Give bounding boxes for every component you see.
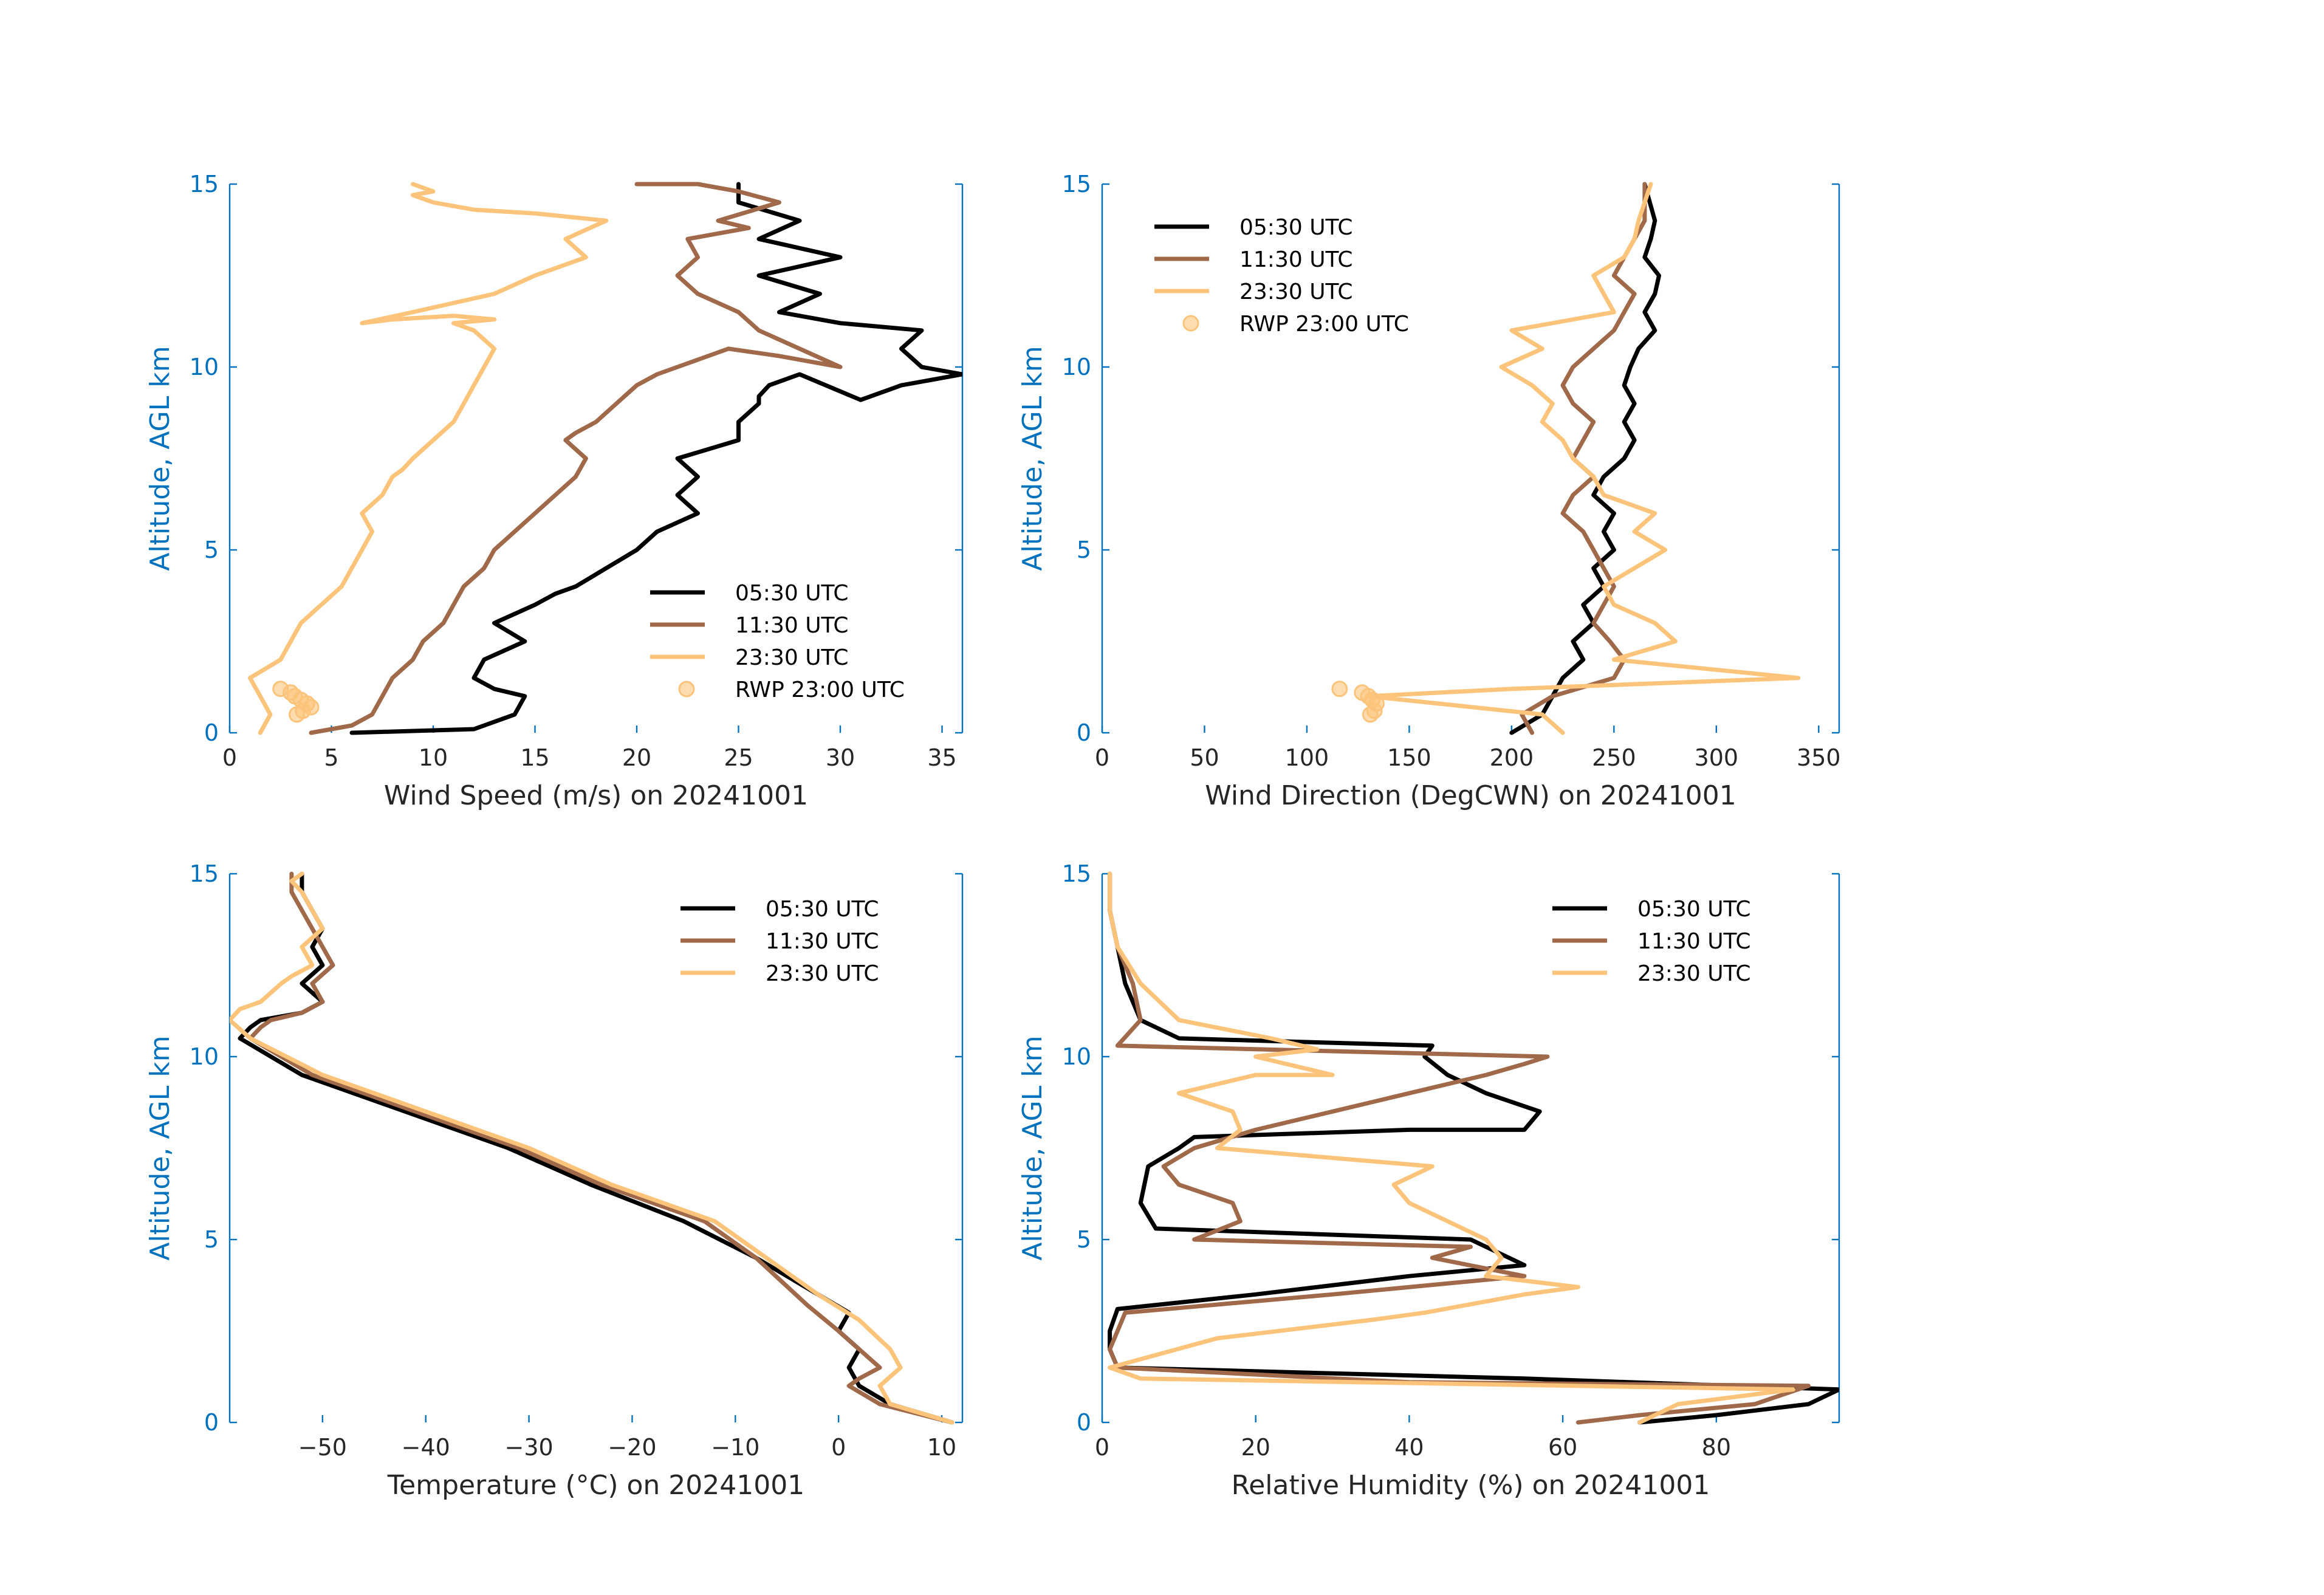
- x-tick-label: 40: [1394, 1434, 1424, 1461]
- legend-label: 11:30 UTC: [1637, 929, 1751, 954]
- y-axis-label: Altitude, AGL km: [145, 1035, 176, 1260]
- y-tick-label: 5: [1077, 1226, 1091, 1253]
- series-line-3: [230, 871, 955, 1425]
- chart-wind-speed: 0 5 10 15 0 5 10 15 20 25 30 35 Wind Speed (m/s) on …: [145, 171, 964, 811]
- legend-label: 05:30 UTC: [1637, 897, 1751, 922]
- x-tick-label: 250: [1592, 744, 1636, 771]
- series-line-3: [1108, 871, 1795, 1425]
- x-tick-label: 10: [927, 1434, 956, 1461]
- y-axis-label: Altitude, AGL km: [1017, 1035, 1048, 1260]
- legend: 05:30 UTC 11:30 UTC 23:30 UTC RWP 23:00 UTC: [650, 581, 905, 702]
- legend: 05:30 UTC 11:30 UTC 23:30 UTC: [680, 897, 879, 986]
- legend-label: RWP 23:00 UTC: [735, 677, 905, 702]
- x-tick-label: 25: [724, 744, 753, 771]
- series-line-2: [309, 182, 843, 735]
- y-tick-label: 5: [204, 1226, 219, 1253]
- y-tick-label: 10: [190, 354, 219, 380]
- x-tick-label: 20: [1241, 1434, 1270, 1461]
- legend-label: 11:30 UTC: [766, 929, 879, 954]
- x-tick-label: 35: [927, 744, 956, 771]
- y-tick-label: 15: [190, 860, 219, 887]
- x-tick-label: 0: [1095, 1434, 1109, 1461]
- y-tick-label: 10: [190, 1043, 219, 1070]
- legend-label: 05:30 UTC: [735, 581, 849, 606]
- rwp-point: [289, 706, 306, 723]
- legend-label: RWP 23:00 UTC: [1239, 312, 1409, 337]
- y-axis-label: Altitude, AGL km: [1017, 346, 1048, 571]
- y-tick-label: 0: [1077, 719, 1091, 746]
- series-line-3: [1366, 182, 1801, 735]
- legend-label: 23:30 UTC: [1239, 280, 1353, 304]
- x-tick-label: −20: [608, 1434, 656, 1461]
- x-tick-label: 15: [520, 744, 549, 771]
- x-tick-label: 80: [1702, 1434, 1731, 1461]
- x-tick-label: −40: [402, 1434, 450, 1461]
- y-tick-label: 15: [1062, 171, 1091, 197]
- chart-relative-humidity: 0 5 10 15 0 20 40 60 80 Relative Humidity (%) on …: [1017, 860, 1840, 1501]
- legend-label: 11:30 UTC: [1239, 247, 1353, 272]
- series-line-3: [248, 182, 609, 735]
- y-tick-label: 15: [1062, 860, 1091, 887]
- x-tick-label: 50: [1190, 744, 1219, 771]
- legend-label: 11:30 UTC: [735, 613, 849, 638]
- x-tick-label: −30: [504, 1434, 553, 1461]
- x-axis-label: Temperature (°C) on 20241001: [387, 1470, 805, 1501]
- y-tick-label: 0: [204, 719, 219, 746]
- x-axis-label: Wind Direction (DegCWN) on 20241001: [1205, 780, 1736, 811]
- x-tick-label: 0: [831, 1434, 846, 1461]
- y-tick-label: 0: [204, 1409, 219, 1436]
- x-tick-label: 0: [222, 744, 237, 771]
- x-tick-label: −50: [298, 1434, 347, 1461]
- x-tick-label: 30: [826, 744, 855, 771]
- x-tick-label: −10: [711, 1434, 759, 1461]
- y-tick-label: 10: [1062, 354, 1091, 380]
- y-tick-label: 5: [1077, 537, 1091, 563]
- x-tick-label: 10: [419, 744, 448, 771]
- y-tick-label: 15: [190, 171, 219, 197]
- x-tick-label: 350: [1797, 744, 1841, 771]
- series-line-1: [1509, 182, 1661, 735]
- x-tick-label: 150: [1387, 744, 1431, 771]
- legend-marker: [678, 681, 695, 698]
- legend-label: 23:30 UTC: [1637, 961, 1751, 986]
- legend: 05:30 UTC 11:30 UTC 23:30 UTC: [1552, 897, 1751, 986]
- x-tick-label: 20: [622, 744, 651, 771]
- legend-label: 23:30 UTC: [735, 645, 849, 670]
- series-line-1: [349, 182, 962, 735]
- x-tick-label: 300: [1695, 744, 1739, 771]
- legend-label: 05:30 UTC: [1239, 215, 1353, 240]
- legend: 05:30 UTC 11:30 UTC 23:30 UTC RWP 23:00 UTC: [1154, 215, 1409, 337]
- x-tick-label: 100: [1285, 744, 1329, 771]
- x-tick-label: 200: [1490, 744, 1534, 771]
- chart-temperature: 0 5 10 15 −50 −40 −30 −20 −10 0 10 Temperature (°C)…: [145, 860, 964, 1501]
- rwp-point: [1331, 681, 1348, 698]
- y-axis-label: Altitude, AGL km: [145, 346, 176, 571]
- x-axis-label: Relative Humidity (%) on 20241001: [1232, 1470, 1710, 1501]
- legend-marker: [1182, 315, 1199, 332]
- x-axis-label: Wind Speed (m/s) on 20241001: [384, 780, 808, 811]
- y-tick-label: 5: [204, 537, 219, 563]
- x-tick-label: 5: [324, 744, 338, 771]
- rwp-point: [1362, 706, 1379, 723]
- x-tick-label: 0: [1095, 744, 1109, 771]
- y-tick-label: 10: [1062, 1043, 1091, 1070]
- y-tick-label: 0: [1077, 1409, 1091, 1436]
- series-line-2: [248, 871, 955, 1425]
- legend-label: 23:30 UTC: [766, 961, 879, 986]
- legend-label: 05:30 UTC: [766, 897, 879, 922]
- x-tick-label: 60: [1548, 1434, 1577, 1461]
